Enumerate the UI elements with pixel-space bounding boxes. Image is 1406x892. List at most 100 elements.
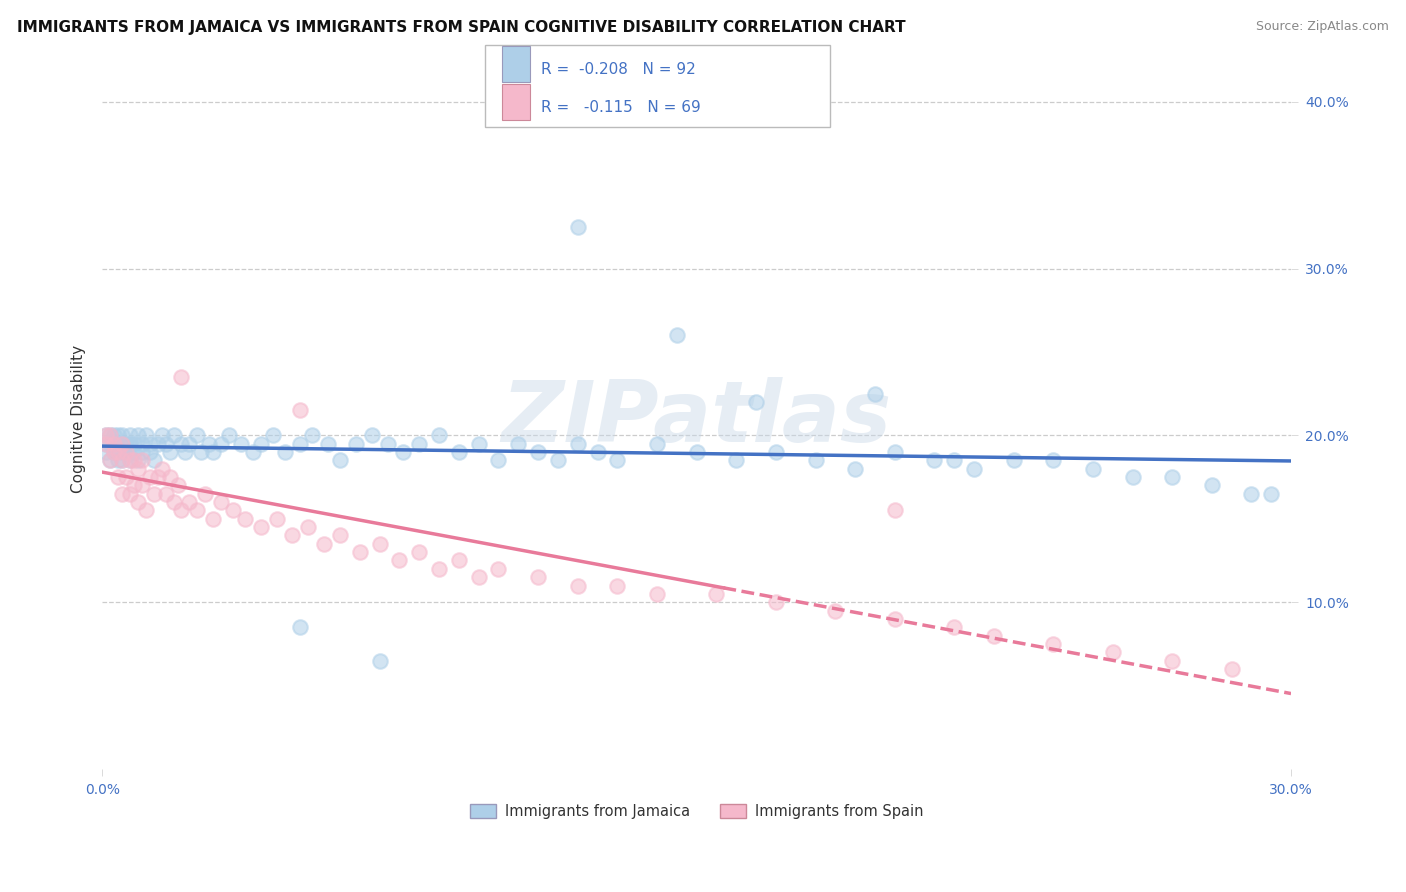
Point bbox=[1201, 478, 1223, 492]
Point bbox=[233, 512, 256, 526]
Point bbox=[96, 436, 118, 450]
Point bbox=[1002, 453, 1025, 467]
Point bbox=[115, 470, 138, 484]
Point bbox=[146, 436, 169, 450]
Point bbox=[665, 328, 688, 343]
Point bbox=[685, 445, 707, 459]
Point bbox=[146, 470, 169, 484]
Point bbox=[804, 453, 827, 467]
Point bbox=[1042, 453, 1064, 467]
Point bbox=[150, 428, 173, 442]
Point bbox=[179, 436, 201, 450]
Point bbox=[844, 462, 866, 476]
Point bbox=[963, 462, 986, 476]
Point bbox=[290, 436, 312, 450]
Point bbox=[127, 428, 149, 442]
Point bbox=[316, 436, 339, 450]
Point bbox=[111, 453, 134, 467]
Point bbox=[107, 470, 129, 484]
Point bbox=[408, 545, 430, 559]
Point bbox=[301, 428, 323, 442]
Point bbox=[344, 436, 367, 450]
Point bbox=[706, 587, 728, 601]
Point bbox=[150, 462, 173, 476]
Point bbox=[96, 428, 118, 442]
Point bbox=[107, 453, 129, 467]
Point bbox=[427, 428, 450, 442]
Point bbox=[297, 520, 319, 534]
Point bbox=[142, 453, 165, 467]
Point bbox=[567, 436, 589, 450]
Point bbox=[527, 445, 550, 459]
Point bbox=[96, 436, 118, 450]
Point bbox=[314, 537, 336, 551]
Point bbox=[98, 428, 121, 442]
Point bbox=[209, 436, 232, 450]
Point bbox=[467, 436, 489, 450]
Point bbox=[329, 528, 352, 542]
Point bbox=[1042, 637, 1064, 651]
Point bbox=[127, 462, 149, 476]
Point bbox=[131, 445, 153, 459]
Point bbox=[170, 370, 193, 384]
Point bbox=[725, 453, 748, 467]
Point bbox=[606, 453, 628, 467]
Point bbox=[111, 436, 134, 450]
Text: IMMIGRANTS FROM JAMAICA VS IMMIGRANTS FROM SPAIN COGNITIVE DISABILITY CORRELATIO: IMMIGRANTS FROM JAMAICA VS IMMIGRANTS FR… bbox=[17, 20, 905, 35]
Point bbox=[863, 386, 886, 401]
Point bbox=[98, 453, 121, 467]
Point bbox=[943, 620, 966, 634]
Point bbox=[122, 453, 145, 467]
Point bbox=[98, 436, 121, 450]
Point bbox=[162, 495, 184, 509]
Point bbox=[194, 487, 217, 501]
Point bbox=[186, 428, 208, 442]
Point bbox=[111, 445, 134, 459]
Point bbox=[103, 436, 125, 450]
Point bbox=[262, 428, 284, 442]
Point bbox=[135, 503, 157, 517]
Point bbox=[131, 453, 153, 467]
Point bbox=[1260, 487, 1282, 501]
Point bbox=[98, 428, 121, 442]
Text: Source: ZipAtlas.com: Source: ZipAtlas.com bbox=[1256, 20, 1389, 33]
Point bbox=[111, 428, 134, 442]
Point bbox=[447, 553, 470, 567]
Point bbox=[392, 445, 415, 459]
Point bbox=[122, 445, 145, 459]
Text: R =  -0.208   N = 92: R = -0.208 N = 92 bbox=[541, 62, 696, 77]
Legend: Immigrants from Jamaica, Immigrants from Spain: Immigrants from Jamaica, Immigrants from… bbox=[464, 798, 929, 825]
Point bbox=[1161, 654, 1184, 668]
Point bbox=[115, 445, 138, 459]
Point bbox=[118, 436, 141, 450]
Point bbox=[107, 428, 129, 442]
Point bbox=[1220, 662, 1243, 676]
Point bbox=[103, 445, 125, 459]
Point bbox=[567, 578, 589, 592]
Point bbox=[943, 453, 966, 467]
Point bbox=[166, 478, 188, 492]
Point bbox=[135, 428, 157, 442]
Point bbox=[118, 453, 141, 467]
Point bbox=[377, 436, 399, 450]
Point bbox=[467, 570, 489, 584]
Point bbox=[924, 453, 946, 467]
Point bbox=[103, 445, 125, 459]
Point bbox=[290, 620, 312, 634]
Point bbox=[349, 545, 371, 559]
Point bbox=[118, 487, 141, 501]
Point bbox=[883, 503, 905, 517]
Point bbox=[115, 436, 138, 450]
Point bbox=[159, 470, 181, 484]
Text: ZIPatlas: ZIPatlas bbox=[502, 377, 891, 460]
Point bbox=[111, 487, 134, 501]
Point bbox=[96, 445, 118, 459]
Point bbox=[368, 654, 391, 668]
Point bbox=[159, 445, 181, 459]
Point bbox=[1101, 645, 1123, 659]
Point bbox=[360, 428, 382, 442]
Point bbox=[883, 445, 905, 459]
Point bbox=[170, 503, 193, 517]
Point bbox=[174, 445, 197, 459]
Point bbox=[388, 553, 411, 567]
